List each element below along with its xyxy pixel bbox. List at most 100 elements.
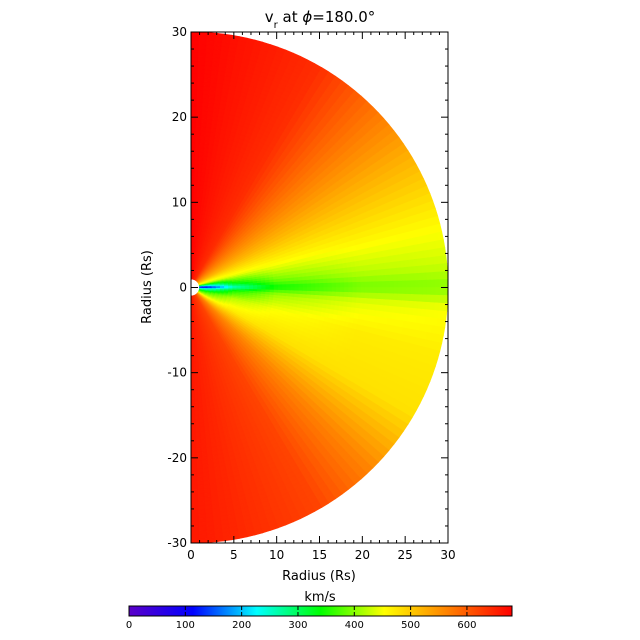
heatmap-cell <box>195 130 202 136</box>
heatmap-cell <box>319 291 325 297</box>
heatmap-cell <box>331 282 337 288</box>
heatmap-cell <box>314 291 320 296</box>
heatmap-cell <box>364 281 370 288</box>
heatmap-cell <box>191 134 197 140</box>
heatmap-cell <box>372 275 378 283</box>
heatmap-cell <box>191 390 195 396</box>
heatmap-cell <box>352 287 358 293</box>
heatmap-cell <box>314 271 320 277</box>
heatmap-cell <box>269 284 275 288</box>
heatmap-cell <box>377 281 383 288</box>
heatmap-cell <box>195 134 201 140</box>
heatmap-cell <box>385 280 391 288</box>
heatmap-cell <box>310 283 316 288</box>
heatmap-cell <box>191 89 198 95</box>
heatmap-cell <box>286 284 291 288</box>
heatmap-cell <box>393 274 399 282</box>
heatmap-cell <box>201 455 208 461</box>
heatmap-cell <box>347 272 353 278</box>
heatmap-cell <box>195 451 202 457</box>
heatmap-cell <box>193 373 198 379</box>
heatmap-cell <box>197 398 203 404</box>
heatmap-cell <box>191 159 196 165</box>
heatmap-cell <box>368 275 374 283</box>
heatmap-cell <box>191 85 198 91</box>
heatmap-cell <box>306 287 312 292</box>
heatmap-cell <box>191 410 196 416</box>
heatmap-cell <box>389 293 395 301</box>
heatmap-cell <box>335 282 341 288</box>
heatmap-cell <box>355 271 362 278</box>
heatmap-cell <box>191 415 196 420</box>
heatmap-cell <box>356 292 362 299</box>
heatmap-cell <box>401 293 407 302</box>
heatmap-cell <box>339 287 345 293</box>
heatmap-cell <box>202 414 208 420</box>
heatmap-cell <box>199 418 205 424</box>
heatmap-cell <box>331 278 337 284</box>
heatmap-cell <box>373 287 378 294</box>
heatmap-cell <box>191 480 198 486</box>
heatmap-cell <box>195 138 201 144</box>
heatmap-cell <box>273 281 279 286</box>
heatmap-cell <box>364 276 370 283</box>
heatmap-cell <box>389 274 395 282</box>
heatmap-cell <box>343 291 349 298</box>
heatmap-cell <box>306 279 312 285</box>
heatmap-cell <box>201 110 209 116</box>
heatmap-cell <box>191 76 198 82</box>
heatmap-cell <box>195 118 202 124</box>
heatmap-cell <box>381 287 387 294</box>
heatmap-cell <box>319 283 325 288</box>
heatmap-cell <box>198 159 204 165</box>
heatmap-cell <box>343 296 349 303</box>
heatmap-cell <box>194 171 199 177</box>
plot-title: vr at ϕ=180.0° <box>265 8 376 31</box>
heatmap-cell <box>191 427 196 433</box>
heatmap-cell <box>197 488 205 494</box>
heatmap-cell <box>201 451 208 457</box>
heatmap-cell <box>191 72 199 78</box>
heatmap-cell <box>290 287 296 292</box>
heatmap-cell <box>314 294 320 300</box>
heatmap-cell <box>360 281 366 288</box>
heatmap-cell <box>352 276 358 283</box>
heatmap-cell <box>310 271 316 277</box>
heatmap-cell <box>322 274 328 280</box>
heatmap-cell <box>339 282 345 288</box>
heatmap-cell <box>364 298 370 305</box>
heatmap-cell <box>191 175 195 181</box>
heatmap-cell <box>402 287 407 295</box>
heatmap-cell <box>191 452 197 457</box>
heatmap-cell <box>191 476 198 482</box>
heatmap-cell <box>294 290 300 295</box>
heatmap-cell <box>193 386 198 391</box>
heatmap-cell <box>194 151 200 157</box>
heatmap-cell <box>402 280 407 288</box>
heatmap-cell <box>368 292 374 300</box>
heatmap-cell <box>294 287 300 292</box>
heatmap-cell <box>397 293 403 302</box>
heatmap-cell <box>315 287 320 292</box>
heatmap-cell <box>194 423 201 428</box>
heatmap-cell <box>191 138 196 144</box>
heatmap-cell <box>351 297 357 304</box>
heatmap-cell <box>360 287 366 294</box>
heatmap-cell <box>290 280 296 285</box>
heatmap-cell <box>381 293 387 300</box>
heatmap-cell <box>348 282 354 288</box>
heatmap-cell <box>191 109 197 115</box>
heatmap-cell <box>294 283 300 288</box>
heatmap-cell <box>195 447 202 453</box>
heatmap-cell <box>282 287 287 291</box>
heatmap-cell <box>194 398 199 404</box>
heatmap-cell <box>191 443 197 449</box>
heatmap-cell <box>194 410 200 416</box>
heatmap-cell <box>194 167 199 173</box>
heatmap-cell <box>191 419 196 424</box>
heatmap-cell <box>194 414 200 420</box>
heatmap-cell <box>347 297 353 303</box>
heatmap-cell <box>196 101 204 107</box>
heatmap-cell <box>197 81 205 87</box>
heatmap-cell <box>199 143 205 149</box>
